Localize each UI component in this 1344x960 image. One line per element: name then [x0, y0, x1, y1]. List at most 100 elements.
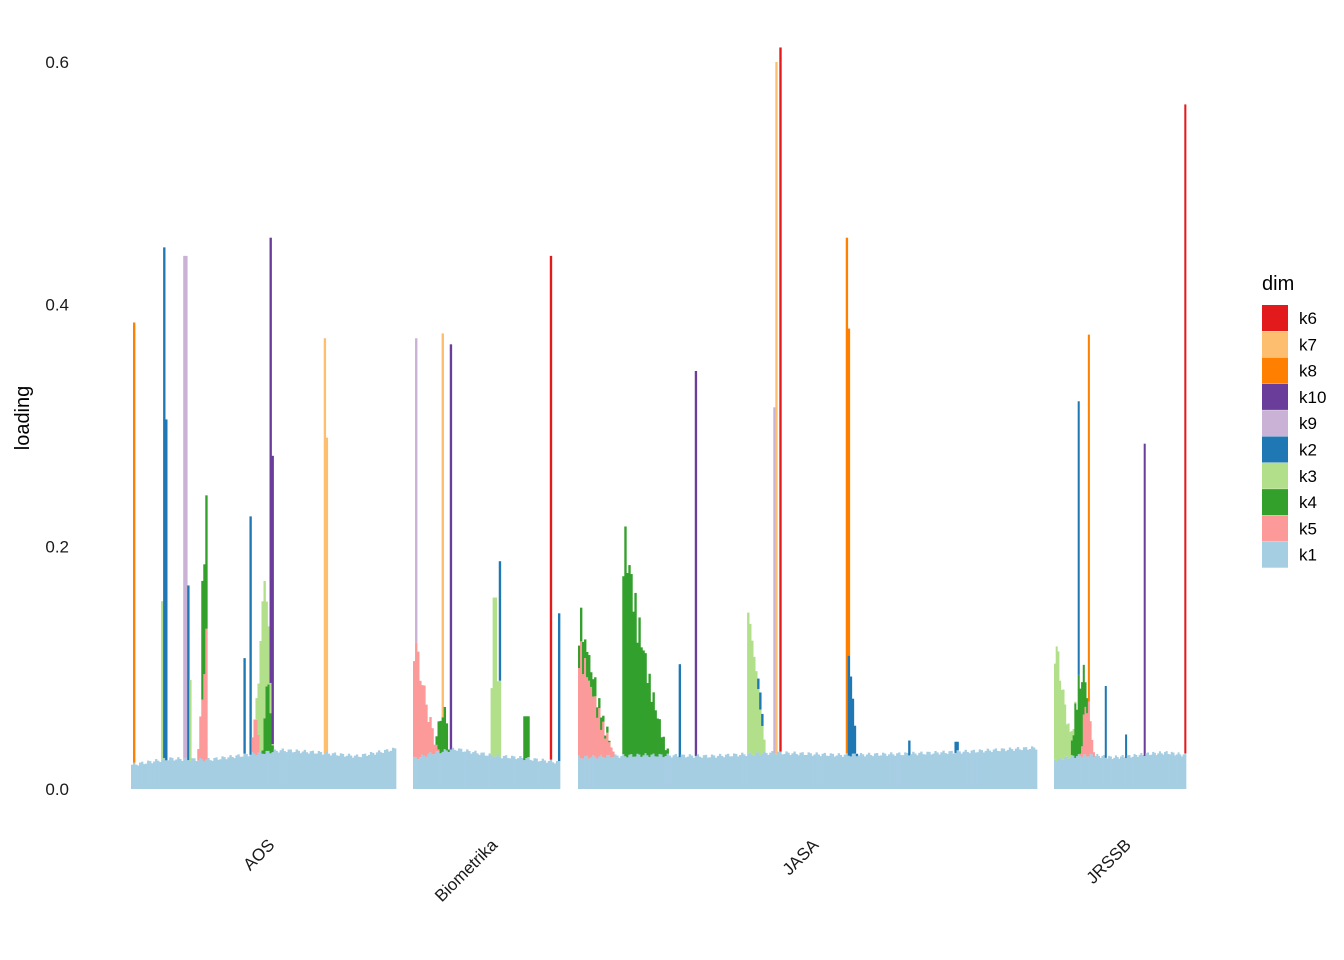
- bar-segment-k1: [165, 760, 168, 789]
- bar-segment-k1: [478, 754, 481, 789]
- bar-segment-k1: [751, 754, 754, 789]
- bar-segment-k7: [323, 338, 327, 754]
- bar-segment-k1: [847, 755, 851, 789]
- bar-segment-k1: [1022, 747, 1026, 789]
- bar-segment-k4: [632, 611, 635, 757]
- bar-segment-k1: [531, 760, 534, 789]
- bar-segment-k9: [183, 255, 186, 759]
- bar-segment-k1: [773, 753, 776, 789]
- bar-segment-k1: [513, 756, 516, 789]
- bar-segment-k1: [634, 756, 637, 789]
- bar-segment-k1: [926, 751, 929, 789]
- bar-segment-k1: [1087, 756, 1090, 789]
- bar-segment-k1: [343, 756, 347, 789]
- bar-segment-k1: [733, 753, 736, 789]
- bar-segment-k4: [592, 679, 595, 697]
- bar-segment-k1: [205, 759, 208, 789]
- bar-segment-k1: [771, 751, 774, 789]
- bar-segment-k1: [680, 754, 684, 789]
- bar-segment-k5: [427, 721, 430, 754]
- bar-segment-k10: [694, 370, 698, 756]
- bar-segment-k3: [1064, 704, 1067, 757]
- bar-segment-k1: [355, 754, 359, 789]
- bar-segment-k1: [225, 759, 228, 789]
- bar-segment-k3: [1072, 729, 1075, 736]
- bar-segment-k1: [1143, 755, 1146, 789]
- bar-segment-k10: [449, 344, 453, 750]
- bar-segment-k1: [1062, 759, 1065, 789]
- bar-segment-k3: [747, 612, 750, 754]
- x-axis: AOS Biometrika JASA JRSSB: [240, 835, 1135, 906]
- bar-segment-k1: [1094, 755, 1097, 789]
- bar-segment-k1: [664, 756, 667, 789]
- bar-segment-k4: [628, 565, 631, 755]
- bar-segment-k1: [731, 756, 734, 789]
- bar-segment-k4: [582, 641, 585, 675]
- bar-segment-k1: [482, 752, 485, 789]
- bar-segment-k3: [1059, 680, 1062, 758]
- bar-segment-k2: [249, 516, 252, 755]
- bar-segment-k10: [1143, 443, 1146, 756]
- bar-segment-k1: [259, 751, 262, 789]
- bar-segment-k1: [1120, 756, 1123, 789]
- bar-segment-k1: [223, 757, 226, 789]
- bar-segment-k1: [1150, 754, 1153, 789]
- bar-segment-k4: [261, 750, 264, 754]
- bar-segment-k4: [650, 701, 653, 755]
- bar-segment-k1: [1147, 752, 1150, 789]
- bar-segment-k1: [696, 754, 700, 789]
- bar-segment-k1: [938, 754, 941, 789]
- bar-segment-k1: [1074, 757, 1077, 789]
- bar-segment-k1: [962, 751, 965, 789]
- bar-segment-k1: [131, 764, 134, 789]
- bar-segment-k1: [879, 755, 883, 789]
- y-tick-label: 0.0: [45, 780, 69, 799]
- bar-segment-k1: [1177, 752, 1180, 789]
- bar-segment-k4: [658, 719, 661, 754]
- bar-segment-k1: [1004, 751, 1008, 789]
- bar-segment-k1: [877, 755, 881, 789]
- bar-segment-k5: [1079, 753, 1082, 757]
- bar-segment-k1: [159, 762, 162, 789]
- bar-segment-k1: [323, 753, 327, 789]
- bar-segment-k5: [437, 749, 440, 751]
- bar-segment-k1: [229, 755, 232, 789]
- bar-segment-k1: [596, 758, 599, 789]
- bar-segment-k3: [494, 597, 498, 757]
- bar-segment-k5: [201, 699, 204, 760]
- plot-area: [131, 47, 1187, 789]
- bar-segment-k5: [415, 642, 418, 758]
- bar-segment-k1: [357, 756, 361, 789]
- bar-segment-k1: [1108, 755, 1111, 789]
- bar-segment-k1: [517, 758, 520, 789]
- bar-segment-k1: [468, 751, 471, 789]
- bar-segment-k1: [994, 748, 998, 789]
- bar-segment-k3: [1065, 724, 1068, 757]
- bar-segment-k2: [847, 655, 851, 756]
- bar-segment-k1: [908, 755, 911, 789]
- bar-segment-k1: [1155, 755, 1158, 789]
- bar-segment-k1: [177, 757, 180, 789]
- bar-segment-k1: [996, 750, 1000, 789]
- bar-segment-k5: [429, 717, 432, 753]
- bar-segment-k1: [219, 759, 222, 789]
- bar-segment-k1: [588, 758, 591, 789]
- bar-segment-k1: [1148, 755, 1151, 789]
- bar-segment-k1: [443, 749, 447, 789]
- bar-segment-k4: [606, 726, 609, 733]
- bar-segment-k1: [718, 753, 722, 789]
- bar-segment-k4: [447, 749, 451, 753]
- facet-panel: [578, 47, 1038, 789]
- bar-segment-k1: [289, 749, 292, 789]
- bar-segment-k1: [385, 749, 389, 789]
- bar-segment-k1: [932, 753, 935, 789]
- bar-segment-k1: [375, 752, 379, 789]
- bar-segment-k1: [777, 751, 780, 789]
- bar-segment-k1: [369, 751, 373, 789]
- bar-segment-k1: [1082, 754, 1085, 789]
- bar-segment-k1: [720, 755, 724, 789]
- bar-segment-k1: [379, 752, 383, 789]
- bar-segment-k1: [1128, 755, 1131, 789]
- bar-segment-k1: [245, 754, 248, 789]
- bar-segment-k1: [431, 754, 434, 789]
